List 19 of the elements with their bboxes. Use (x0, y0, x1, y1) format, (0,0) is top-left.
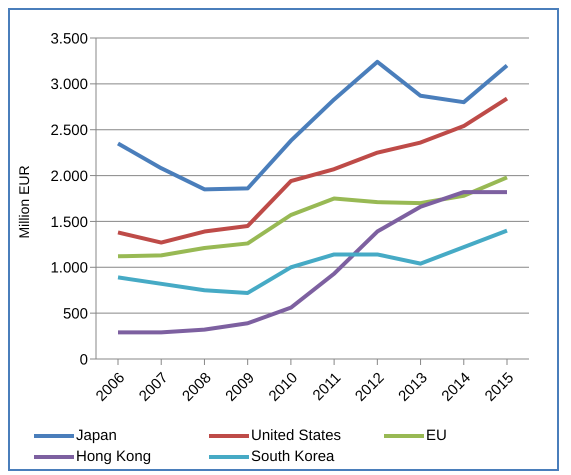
legend-label: EU (426, 427, 447, 444)
line-series (116, 228, 509, 295)
y-tick-label: 2.000 (50, 168, 88, 185)
line-series (116, 60, 509, 192)
y-axis-title: Million EUR (16, 165, 32, 238)
legend-label: United States (251, 427, 342, 444)
y-tick-label: 1.500 (50, 214, 88, 231)
line-series (116, 175, 509, 258)
y-tick-label: 2.500 (50, 122, 88, 140)
legend-label: South Korea (251, 448, 334, 465)
legend-label: Japan (76, 427, 117, 444)
y-tick-label: 1.000 (50, 260, 88, 277)
y-tick-label: 3.000 (50, 76, 88, 94)
y-tick-label: 3.500 (50, 30, 88, 48)
line-series (116, 190, 509, 334)
y-tick-label: 500 (62, 305, 88, 322)
legend-label: Hong Kong (76, 448, 152, 465)
line-series (116, 96, 509, 245)
y-tick-label: 0 (80, 351, 88, 368)
